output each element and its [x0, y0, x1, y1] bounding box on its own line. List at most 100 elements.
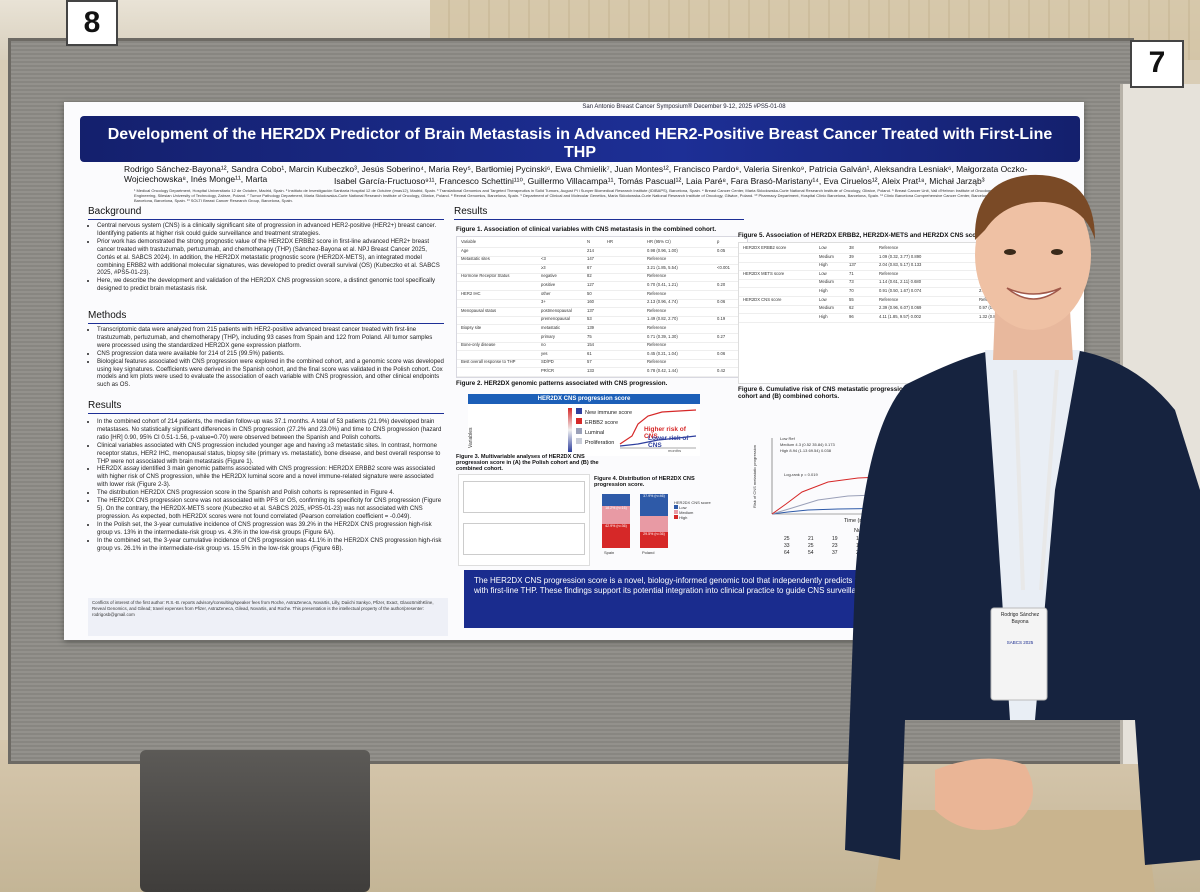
legend-label: High — [679, 515, 687, 520]
figure-3-panel-b — [463, 523, 585, 555]
table-cell: 0.45 (0.21, 1.04) — [647, 351, 678, 356]
table-cell: N — [587, 239, 590, 244]
methods-heading: Methods — [88, 310, 126, 321]
table-cell: 0.98 (0.96, 1.00) — [647, 248, 678, 253]
background-heading: Background — [88, 206, 141, 217]
table-cell: Best overall response to THP — [461, 359, 515, 364]
legend-swatch — [576, 428, 582, 434]
results-bullet: Clinical variables associated with CNS p… — [97, 442, 446, 466]
table-cell: Reference — [647, 342, 666, 347]
results-bullet: The distribution HER2DX CNS progression … — [97, 489, 446, 497]
table-cell: HR — [607, 239, 613, 244]
legend-swatch — [674, 515, 678, 519]
bar-segment-low: 37.9% (n=46) — [640, 494, 668, 516]
background-bullet: Central nervous system (CNS) is a clinic… — [97, 222, 446, 238]
figure-2-panel: Variables New immune score ERBB2 score L… — [468, 404, 700, 456]
methods-bullet: Biological features associated with CNS … — [97, 358, 446, 390]
table-cell: Reference — [647, 291, 666, 296]
table-cell: Medium — [819, 254, 834, 259]
table-cell: ≥3 — [541, 265, 546, 270]
table-cell: 160 — [587, 299, 594, 304]
background-text: Central nervous system (CNS) is a clinic… — [88, 222, 446, 293]
legend-swatch — [674, 505, 678, 509]
figure-2-variables-label: Variables — [468, 408, 474, 448]
table-cell: 0.42 — [717, 368, 725, 373]
table-cell: metastatic — [541, 325, 560, 330]
table-cell: Low — [819, 271, 827, 276]
table-cell: no — [541, 342, 546, 347]
table-cell: primary — [541, 334, 555, 339]
table-cell: 50 — [587, 291, 592, 296]
figure-4-legend: HER2DX CNS score Low Medium High — [674, 500, 720, 520]
risk-cell: 33 — [784, 543, 808, 550]
table-cell: Menopausal status — [461, 308, 496, 313]
legend-swatch — [674, 510, 678, 514]
hr-value: 4.3 (0.52 35.84) 0.173 — [795, 442, 834, 447]
table-cell: other — [541, 291, 551, 296]
risk-cell: 54 — [808, 550, 832, 557]
results-text: In the combined cohort of 214 patients, … — [88, 418, 446, 552]
bar-segment-medium — [640, 516, 668, 532]
risk-cell: 21 — [808, 536, 832, 543]
table-cell: 3+ — [541, 299, 546, 304]
table-cell: yes — [541, 351, 548, 356]
methods-text: Transcriptomic data were analyzed from 2… — [88, 326, 446, 389]
table-cell: <0.001 — [717, 265, 730, 270]
table-cell: Reference — [647, 256, 666, 261]
fig6-legend-high: High 8.94 (1.13 69.54) 0.038 — [780, 448, 835, 454]
conference-line: San Antonio Breast Cancer Symposium® Dec… — [484, 104, 884, 110]
legend-high: High — [674, 515, 720, 520]
section-divider — [88, 219, 444, 220]
table-cell: SD/PD — [541, 359, 554, 364]
results-bullet: In the combined set, the 3-year cumulati… — [97, 537, 446, 553]
table-cell: HER2DX METS score — [743, 271, 784, 276]
table-cell: Reference — [647, 273, 666, 278]
table-cell: Biopsy site — [461, 325, 481, 330]
background-bullet: Here, we describe the development and va… — [97, 277, 446, 293]
table-cell: 0.78 (0.42, 1.44) — [647, 368, 678, 373]
table-cell: HR (95% CI) — [647, 239, 671, 244]
table-cell: 0.70 (0.41, 1.21) — [647, 282, 678, 287]
table-cell: 214 — [587, 248, 594, 253]
results-heading: Results — [454, 206, 487, 217]
table-cell: 61 — [587, 351, 592, 356]
legend-label: Proliferation — [585, 440, 614, 446]
bar-segment-high: 42.9% (n=36) — [602, 524, 630, 548]
board-stand — [140, 750, 370, 892]
table-cell: 75 — [587, 334, 592, 339]
bar-poland: 37.9% (n=46) 29.5% (n=36) — [640, 494, 668, 548]
table-cell: 0.06 — [717, 351, 725, 356]
table-cell: 0.27 — [717, 334, 725, 339]
figure-2-title: HER2DX CNS progression score — [468, 394, 700, 404]
table-cell: p — [717, 239, 719, 244]
legend-swatch — [576, 418, 582, 424]
background-bullet: Prior work has demonstrated the strong p… — [97, 238, 446, 278]
table-cell: <3 — [541, 256, 546, 261]
table-cell: 0.05 — [717, 248, 725, 253]
hr-value: 8.94 (1.13 69.54) 0.038 — [789, 448, 831, 453]
figure-2-heat-bar — [568, 408, 572, 452]
poster-title: Development of the HER2DX Predictor of B… — [90, 126, 1070, 162]
table-cell: postmenopausal — [541, 308, 572, 313]
results-heading-left: Results — [88, 400, 121, 411]
table-cell: Reference — [647, 359, 666, 364]
figure-4-stacked-bars: 18.2% (n=16) 42.9% (n=36) 37.9% (n=46) 2… — [602, 494, 722, 564]
table-cell: premenopausal — [541, 316, 570, 321]
table-cell: 137 — [587, 308, 594, 313]
table-cell: HER2DX CNS score — [743, 297, 781, 302]
fig6-logrank: Log-rank p = 0.019 — [784, 472, 818, 477]
table-cell: 0.71 (0.39, 1.30) — [647, 334, 678, 339]
bar-segment-high: 29.5% (n=36) — [640, 532, 668, 548]
table-cell: Medium — [819, 305, 834, 310]
conflicts-of-interest: Conflicts of interest of the first autho… — [88, 598, 448, 636]
fig6-ylabel: Risk of CNS metastatic progression — [752, 428, 757, 508]
legend-label: ERBB2 score — [585, 420, 618, 426]
figure-2-low-risk-label: Lower risk of CNS — [648, 435, 700, 449]
table-row: PR/CR 133 0.78 (0.42, 1.44) 0.42 — [457, 366, 747, 377]
table-cell: 3.21 (1.85, 5.54) — [647, 265, 678, 270]
bar-spain: 18.2% (n=16) 42.9% (n=36) — [602, 494, 630, 548]
figure-1-forest-table: Variable N HR HR (95% CI) p Age 214 0.98 (0.96,… — [456, 236, 748, 378]
figure-2-variables-axis: Variables — [468, 410, 478, 450]
badge-event: SABCS 2025 — [995, 640, 1045, 645]
table-cell: Low — [819, 245, 827, 250]
